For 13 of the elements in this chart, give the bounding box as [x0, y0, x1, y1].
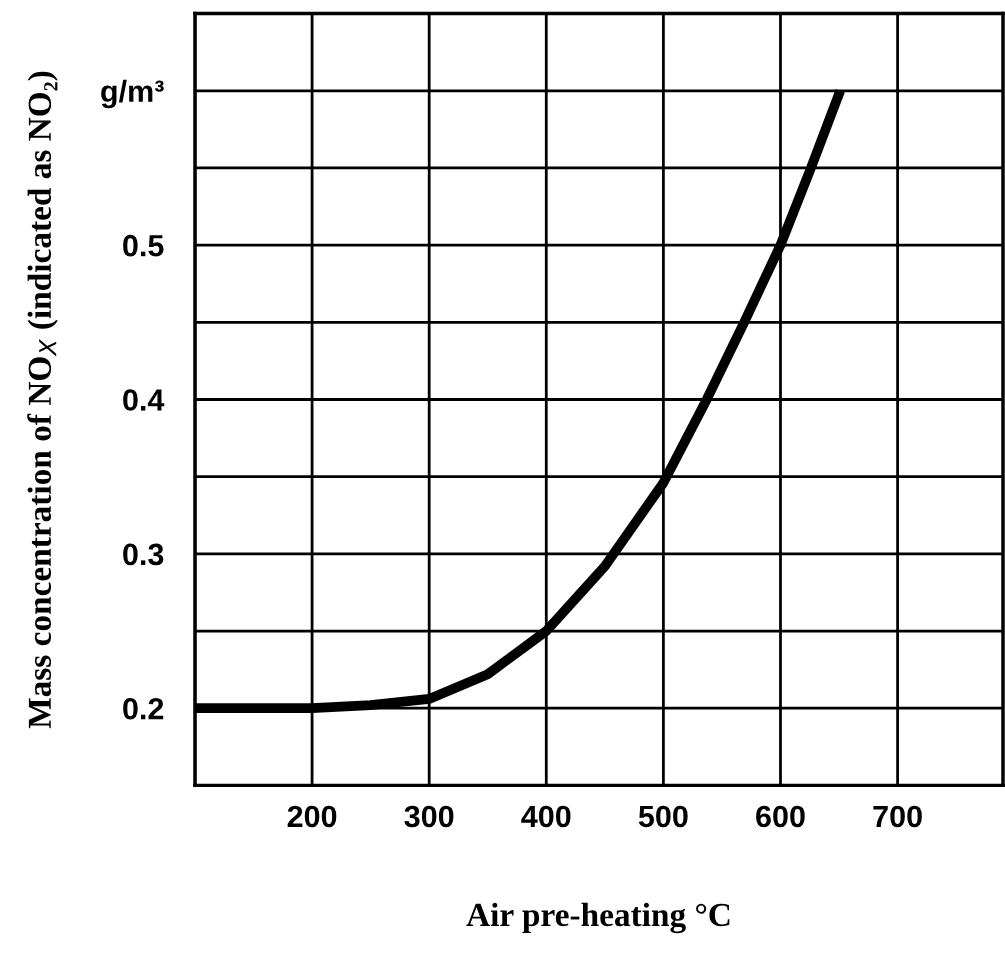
x-axis-title: Air pre-heating °C — [466, 902, 730, 934]
y-tick-label: 0.5 — [123, 234, 164, 257]
y-tick-label: g/m³ — [101, 79, 164, 109]
x-tick-label: 500 — [638, 805, 688, 828]
x-tick-label: 200 — [287, 805, 337, 828]
x-tick-label: 700 — [873, 805, 922, 828]
x-tick-label: 300 — [404, 805, 454, 828]
x-tick-label: 400 — [521, 805, 571, 828]
x-tick-label: 600 — [756, 805, 805, 828]
y-tick-label: 0.2 — [123, 697, 164, 720]
y-axis-title: Mass concentration of NO$_{X}$ (indicated as NO₂) — [27, 71, 58, 729]
y-tick-label: 0.3 — [123, 543, 164, 566]
y-tick-label: 0.4 — [123, 389, 165, 411]
